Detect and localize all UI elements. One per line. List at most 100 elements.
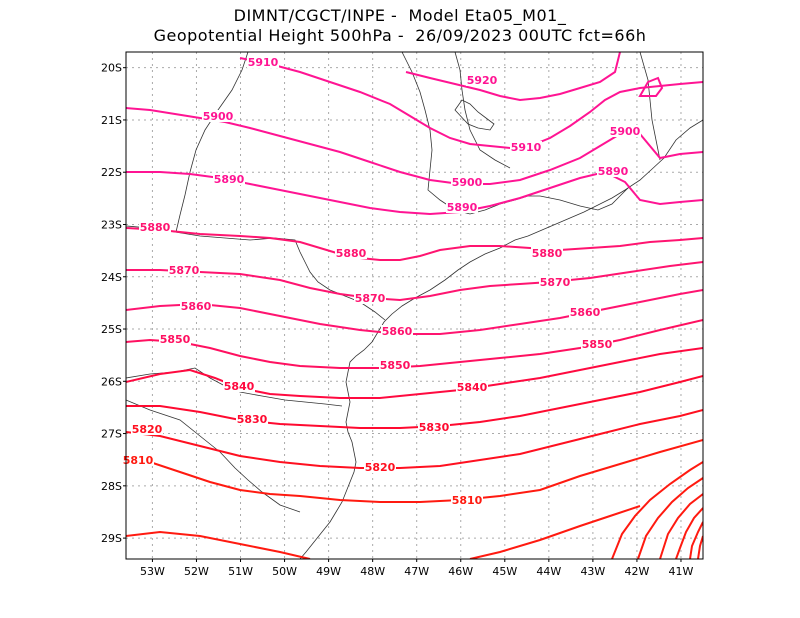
contour-label-bg: [168, 264, 200, 276]
contour-label-bg: [247, 56, 279, 68]
contour-label-bg: [180, 300, 212, 312]
lat-tick-label: 24S: [101, 271, 122, 284]
contour-label-bg: [456, 381, 488, 393]
contour-label-5900: 5900: [452, 176, 483, 189]
contour-5820: [126, 409, 703, 469]
lon-tick-label: 41W: [669, 565, 694, 578]
lat-tick-label: 23S: [101, 218, 122, 231]
contour-label-bg: [597, 165, 629, 177]
contour-label-5880: 5880: [336, 247, 367, 260]
contour-label-5850: 5850: [160, 333, 191, 346]
lon-tick-label: 45W: [492, 565, 517, 578]
lake-shape: [454, 99, 495, 131]
contour-label-bg: [335, 247, 367, 259]
contour-label-5900: 5900: [610, 125, 641, 138]
contour-label-bg: [379, 359, 411, 371]
contour-se: [675, 507, 703, 559]
contour-label-bg: [223, 380, 255, 392]
lon-tick-label: 53W: [140, 565, 165, 578]
contour-5910: [239, 57, 703, 150]
contour-5920: [405, 52, 621, 102]
contour-label-bg: [609, 125, 641, 137]
contour-sw: [126, 530, 311, 559]
lon-tick-label: 44W: [536, 565, 561, 578]
contour-se: [689, 521, 703, 559]
contour-labels: 5920 5910 5910 5900 5900 5900 5890 5890 5890 5880…: [122, 56, 641, 507]
state-border-7: [639, 52, 661, 161]
contour-label-bg: [531, 247, 563, 259]
contour-label-5900: 5900: [203, 110, 234, 123]
contour-se: [637, 477, 703, 559]
contour-label-5880: 5880: [140, 221, 171, 234]
contour-label-bg: [569, 306, 601, 318]
contour-label-5870: 5870: [169, 264, 200, 277]
contour-5850: [126, 319, 703, 369]
lon-tick-label: 42W: [624, 565, 649, 578]
contour-label-5920: 5920: [467, 74, 498, 87]
state-border-8: [454, 52, 511, 169]
lon-tick-label: 43W: [580, 565, 605, 578]
lon-tick-label: 47W: [404, 565, 429, 578]
contour-label-bg: [364, 461, 396, 473]
contour-label-5850: 5850: [380, 359, 411, 372]
contour-label-5910: 5910: [511, 141, 542, 154]
coastline: [299, 119, 703, 559]
contour-label-bg: [418, 421, 450, 433]
lat-tick-label: 20S: [101, 62, 122, 75]
lat-tick-label: 25S: [101, 323, 122, 336]
contour-label-5860: 5860: [382, 325, 413, 338]
contour-label-5850: 5850: [582, 338, 613, 351]
lon-tick-label: 52W: [184, 565, 209, 578]
map-frame: [125, 51, 704, 560]
contour-label-bg: [236, 413, 268, 425]
contour-5880: [126, 227, 703, 261]
contour-label-bg: [354, 292, 386, 304]
contour-label-5840: 5840: [457, 381, 488, 394]
state-border-1: [126, 225, 386, 321]
state-border-3: [126, 399, 301, 513]
contour-label-bg: [139, 221, 171, 233]
contour-label-5830: 5830: [419, 421, 450, 434]
lat-tick-label: 21S: [101, 114, 122, 127]
latitude-tick-labels: 20S 21S 22S 23S 24S 25S 26S 27S 28S 29S: [101, 62, 126, 545]
contour-closed: [638, 76, 664, 97]
lat-tick-label: 28S: [101, 480, 122, 493]
contour-label-5840: 5840: [224, 380, 255, 393]
state-border-6: [539, 185, 631, 211]
figure-title-line2: Geopotential Height 500hPa - 26/09/2023 …: [153, 26, 647, 45]
contour-label-5830: 5830: [237, 413, 268, 426]
contour-label-bg: [159, 333, 191, 345]
lon-tick-label: 51W: [228, 565, 253, 578]
contour-label-bg: [213, 173, 245, 185]
contour-label-bg: [451, 494, 483, 506]
contour-label-bg: [466, 74, 498, 86]
figure-title-line1: DIMNT/CGCT/INPE - Model Eta05_M01_: [233, 6, 567, 25]
lat-tick-label: 26S: [101, 375, 122, 388]
contour-label-bg: [581, 338, 613, 350]
contour-5840: [126, 347, 703, 399]
contour-label-bg: [446, 201, 478, 213]
contour-label-5890: 5890: [598, 165, 629, 178]
lon-tick-label: 48W: [360, 565, 385, 578]
contour-label-5890: 5890: [214, 173, 245, 186]
contour-label-bg: [451, 176, 483, 188]
contour-se: [611, 461, 703, 559]
contour-label-bg: [131, 423, 163, 435]
contour-label-bg: [122, 454, 154, 466]
contour-5890: [126, 170, 703, 216]
contour-label-5880: 5880: [532, 247, 563, 260]
contour-5810: [126, 439, 703, 503]
contour-5870: [126, 261, 703, 302]
lon-tick-label: 49W: [316, 565, 341, 578]
lat-tick-label: 27S: [101, 428, 122, 441]
contour-label-bg: [381, 325, 413, 337]
contour-label-bg: [510, 141, 542, 153]
lat-tick-label: 22S: [101, 166, 122, 179]
contour-se: [659, 493, 703, 559]
contour-label-5810: 5810: [452, 494, 483, 507]
lon-tick-label: 50W: [272, 565, 297, 578]
contour-label-5910: 5910: [248, 56, 279, 69]
contour-se: [697, 535, 703, 559]
